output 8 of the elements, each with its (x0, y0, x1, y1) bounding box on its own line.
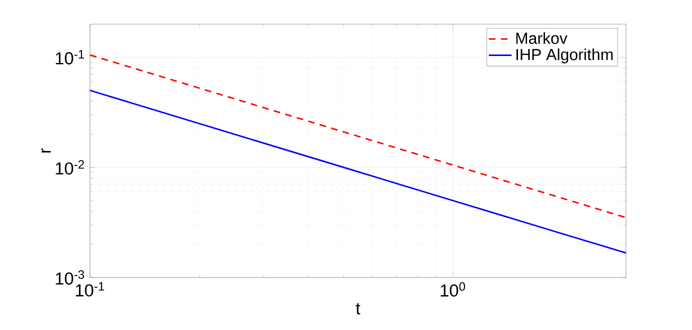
y-tick-label: 10$^{-1}$ (56, 50, 84, 64)
legend-label: IHP Algorithm (516, 48, 613, 64)
legend-label: Markov (516, 32, 568, 44)
y-tick-label: 10$^{-3}$ (56, 270, 84, 285)
y-axis-title: r (41, 148, 51, 153)
x-axis-title: t (356, 303, 360, 314)
y-tick-label: 10$^{-2}$ (56, 160, 84, 175)
x-tick-label: 10$^{0}$ (440, 282, 466, 297)
